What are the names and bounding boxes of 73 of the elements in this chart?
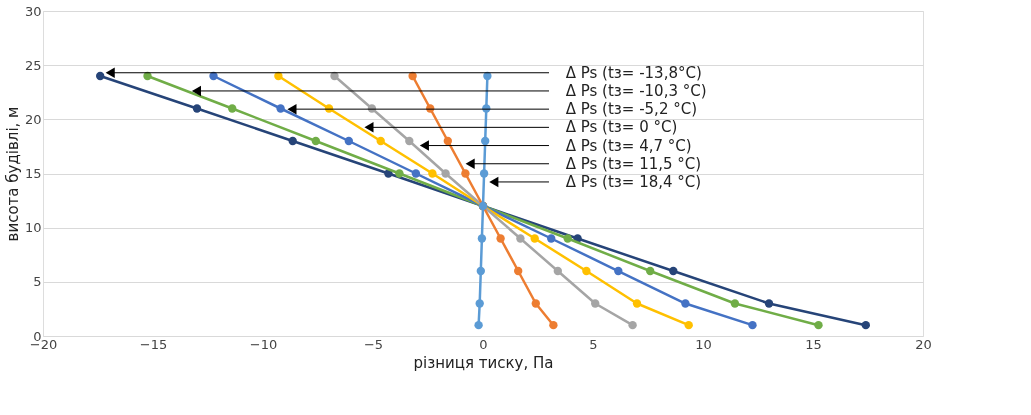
point [582, 266, 591, 276]
point [408, 71, 417, 81]
point [209, 71, 218, 81]
point [461, 169, 470, 178]
x-tick-label: 15 [805, 336, 822, 352]
point [764, 299, 774, 308]
point [748, 320, 757, 330]
y-tick-label: 20 [24, 111, 42, 127]
point [549, 320, 558, 330]
point [730, 299, 740, 308]
y-tick-label: 25 [24, 57, 42, 73]
y-tick-label: 15 [24, 166, 42, 181]
point [228, 104, 237, 113]
y-tick-label: 10 [24, 220, 42, 236]
point [477, 234, 487, 243]
point [143, 71, 152, 81]
point [814, 320, 823, 330]
point [276, 104, 285, 113]
text: Δ Ps (tз= 0 °C) [565, 118, 678, 137]
text: Δ Ps (tз= -13,8°C) [565, 63, 702, 82]
text: Δ Ps (tз= -10,3 °C) [565, 81, 707, 100]
point [344, 136, 353, 146]
point [274, 71, 283, 81]
point [553, 266, 562, 276]
point [96, 71, 105, 81]
point [405, 136, 414, 146]
point [411, 169, 421, 178]
point [441, 169, 450, 178]
point [428, 169, 437, 178]
x-tick-label: 5 [589, 336, 598, 352]
point [681, 299, 690, 308]
y-tick-label: 5 [33, 274, 42, 290]
point [861, 320, 870, 330]
point [443, 136, 452, 146]
text: Δ Ps (tз= 4,7 °C) [565, 136, 692, 155]
point [547, 234, 556, 243]
point [479, 169, 489, 178]
x-tick-label: −10 [249, 336, 278, 352]
point [376, 136, 385, 146]
point [496, 234, 505, 243]
x-axis-title: різниця тиску, Па [413, 353, 554, 372]
point [646, 266, 655, 276]
y-axis-title: висота будівлі, м [3, 106, 22, 242]
point [311, 136, 320, 146]
y-tick-label: 30 [24, 3, 42, 19]
point [684, 320, 693, 330]
point [514, 266, 523, 276]
x-tick-label: 20 [915, 336, 932, 352]
point [516, 234, 525, 243]
point [530, 234, 539, 243]
point [474, 320, 483, 330]
x-tick-label: −15 [139, 336, 168, 352]
point [192, 104, 202, 113]
point [395, 169, 404, 178]
point [330, 71, 339, 81]
point [288, 136, 297, 146]
point [481, 136, 490, 146]
text: Δ Ps (tз= 18,4 °C) [565, 172, 702, 191]
x-tick-label: −5 [363, 336, 384, 352]
point [614, 266, 623, 276]
point [531, 299, 540, 308]
text: Δ Ps (tз= -5,2 °C) [565, 100, 698, 119]
point [476, 266, 485, 276]
point [669, 266, 678, 276]
point [628, 320, 637, 330]
point [591, 299, 600, 308]
point [475, 299, 484, 308]
x-tick-label: 10 [695, 336, 712, 352]
text: Δ Ps (tз= 11,5 °C) [565, 154, 702, 173]
point [563, 234, 572, 243]
x-tick-label: 0 [479, 336, 488, 352]
point [483, 71, 492, 81]
point [632, 299, 642, 308]
